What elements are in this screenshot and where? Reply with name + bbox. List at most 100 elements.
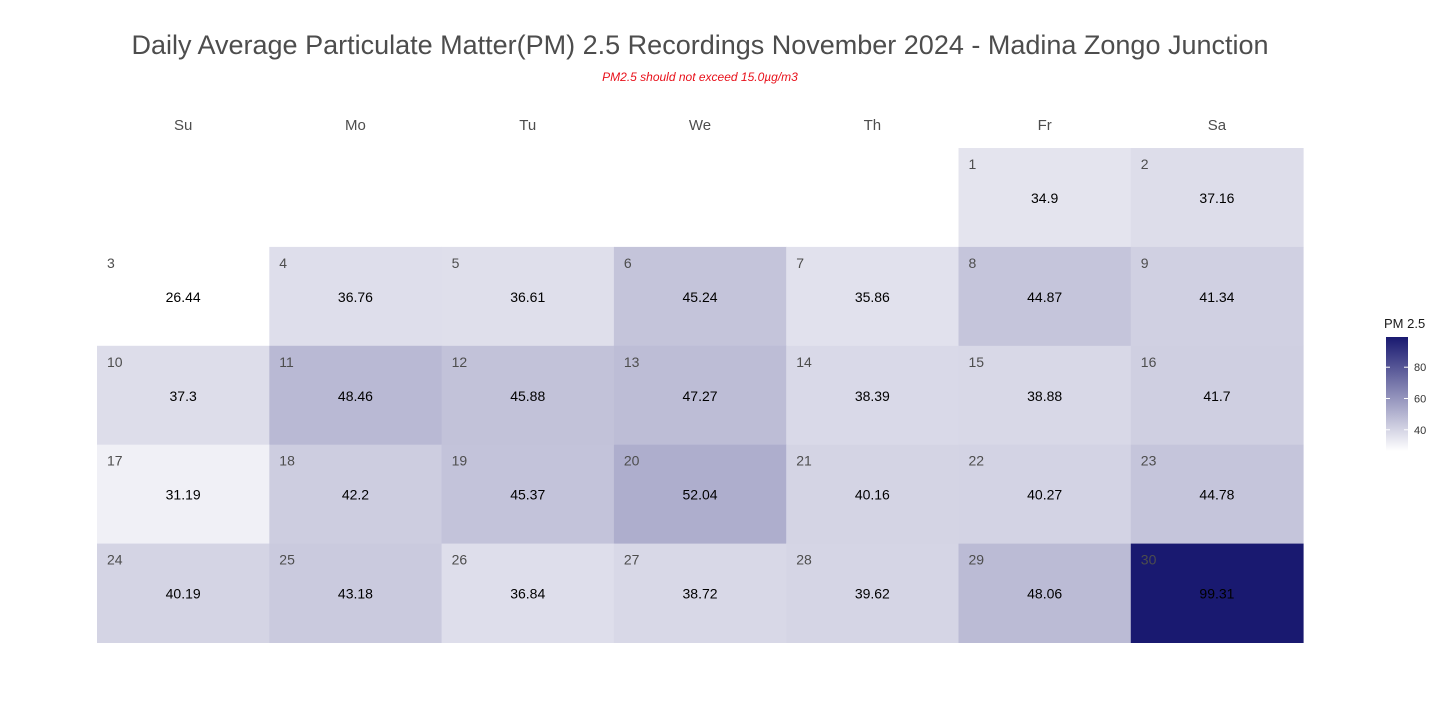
day-cell: 17 31.19 — [97, 444, 270, 545]
day-cell: 844.87 — [958, 246, 1132, 347]
day-cell: 16 41.7 — [1130, 345, 1304, 446]
weekday-label-mo: Mo — [345, 117, 366, 134]
day-number: 30 — [1141, 552, 1157, 568]
day-value: 48.06 — [1027, 586, 1062, 602]
day-value: 36.84 — [510, 586, 545, 602]
day-cell: 237.16 — [1130, 148, 1304, 248]
day-cell: 941.34 — [1130, 246, 1304, 347]
day-value: 26.44 — [166, 289, 201, 305]
day-cell-fill — [613, 543, 787, 643]
day-cell: 15 38.88 — [958, 345, 1132, 446]
day-number: 13 — [624, 354, 640, 370]
day-cell-fill — [441, 543, 615, 643]
day-cell: 27 38.72 — [613, 543, 787, 643]
day-number: 20 — [624, 453, 640, 469]
day-cell: 10 37.3 — [97, 345, 270, 446]
day-value: 31.19 — [166, 487, 201, 503]
day-value: 48.46 — [338, 388, 373, 404]
weekday-label-su: Su — [174, 117, 192, 134]
day-cell-fill — [613, 345, 787, 446]
day-cell: 29 48.06 — [958, 543, 1132, 643]
day-cell-fill — [269, 246, 443, 347]
legend-colorbar — [1386, 337, 1408, 451]
day-cell: 536.61 — [441, 246, 615, 347]
day-cell-fill — [958, 246, 1132, 347]
day-cell: 134.9 — [958, 148, 1132, 248]
day-number: 12 — [452, 354, 468, 370]
day-cell-fill — [786, 543, 959, 643]
day-value: 35.86 — [855, 289, 890, 305]
day-cell-fill — [958, 345, 1132, 446]
day-value: 44.87 — [1027, 289, 1062, 305]
legend-title: PM 2.5 — [1384, 316, 1425, 331]
day-cell: 12 45.88 — [441, 345, 615, 446]
day-cell-fill — [97, 543, 270, 643]
weekday-label-sa: Sa — [1208, 117, 1227, 134]
day-cell: 13 47.27 — [613, 345, 787, 446]
day-cell-fill — [97, 345, 270, 446]
day-number: 18 — [279, 453, 295, 469]
weekday-label-tu: Tu — [519, 117, 536, 134]
day-cell: 11 48.46 — [269, 345, 443, 446]
day-cell-fill — [97, 444, 270, 545]
day-cell-fill — [613, 444, 787, 545]
day-cell-fill — [958, 543, 1132, 643]
day-number: 25 — [279, 552, 295, 568]
day-cell: 20 52.04 — [613, 444, 787, 545]
day-value: 36.76 — [338, 289, 373, 305]
legend-tick-label: 60 — [1414, 393, 1426, 405]
day-value: 36.61 — [510, 289, 545, 305]
day-cell: 326.44 — [97, 246, 270, 347]
day-cell: 14 38.39 — [786, 345, 959, 446]
day-value: 38.72 — [683, 586, 718, 602]
day-cell-fill — [958, 148, 1132, 248]
day-cell: 436.76 — [269, 246, 443, 347]
calendar-cells: 134.9237.16326.44436.76536.61645.24735.8… — [97, 148, 1304, 643]
weekday-headers: Su Mo Tu We Th Fr Sa — [174, 117, 1227, 134]
day-cell: 22 40.27 — [958, 444, 1132, 545]
day-value: 45.88 — [510, 388, 545, 404]
day-cell-fill — [441, 246, 615, 347]
day-cell-fill — [97, 246, 270, 347]
day-number: 1 — [969, 156, 977, 172]
day-number: 10 — [107, 354, 123, 370]
day-number: 9 — [1141, 255, 1149, 271]
day-cell-fill — [1130, 345, 1304, 446]
day-value: 44.78 — [1199, 487, 1234, 503]
day-number: 21 — [796, 453, 812, 469]
weekday-label-we: We — [689, 117, 711, 134]
day-value: 37.16 — [1199, 190, 1234, 206]
day-cell: 28 39.62 — [786, 543, 959, 643]
day-value: 99.31 — [1199, 586, 1234, 602]
day-number: 7 — [796, 255, 804, 271]
day-number: 26 — [452, 552, 468, 568]
day-cell-fill — [786, 246, 959, 347]
day-cell-fill — [441, 444, 615, 545]
day-cell: 735.86 — [786, 246, 959, 347]
day-number: 3 — [107, 255, 115, 271]
day-cell-fill — [441, 345, 615, 446]
day-cell-fill — [786, 345, 959, 446]
day-value: 37.3 — [170, 388, 197, 404]
day-value: 40.16 — [855, 487, 890, 503]
day-cell-fill — [269, 543, 443, 643]
day-cell: 645.24 — [613, 246, 787, 347]
day-cell: 19 45.37 — [441, 444, 615, 545]
day-cell-fill — [1130, 543, 1304, 643]
day-cell: 23 44.78 — [1130, 444, 1304, 545]
day-value: 45.37 — [510, 487, 545, 503]
day-number: 23 — [1141, 453, 1157, 469]
day-number: 6 — [624, 255, 632, 271]
legend-tick-label: 80 — [1414, 362, 1426, 374]
day-cell-fill — [786, 444, 959, 545]
day-number: 14 — [796, 354, 812, 370]
day-number: 5 — [452, 255, 460, 271]
day-cell: 24 40.19 — [97, 543, 270, 643]
day-value: 45.24 — [683, 289, 718, 305]
day-cell-fill — [269, 345, 443, 446]
day-cell-fill — [613, 246, 787, 347]
day-number: 2 — [1141, 156, 1149, 172]
day-value: 39.62 — [855, 586, 890, 602]
day-cell-fill — [269, 444, 443, 545]
